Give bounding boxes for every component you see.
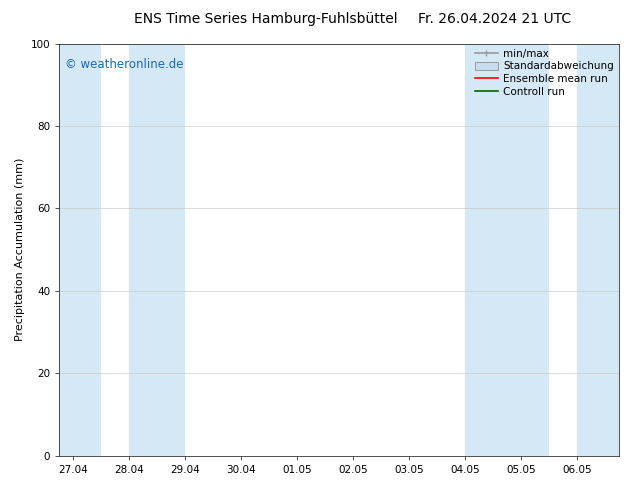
Bar: [521, 44, 549, 456]
Bar: [577, 44, 619, 456]
Text: ENS Time Series Hamburg-Fuhlsbüttel: ENS Time Series Hamburg-Fuhlsbüttel: [134, 12, 398, 26]
Text: Fr. 26.04.2024 21 UTC: Fr. 26.04.2024 21 UTC: [418, 12, 571, 26]
Legend: min/max, Standardabweichung, Ensemble mean run, Controll run: min/max, Standardabweichung, Ensemble me…: [472, 46, 617, 99]
Y-axis label: Precipitation Accumulation (mm): Precipitation Accumulation (mm): [15, 158, 25, 342]
Bar: [465, 44, 521, 456]
Text: © weatheronline.de: © weatheronline.de: [65, 58, 183, 71]
Bar: [59, 44, 101, 456]
Bar: [129, 44, 185, 456]
